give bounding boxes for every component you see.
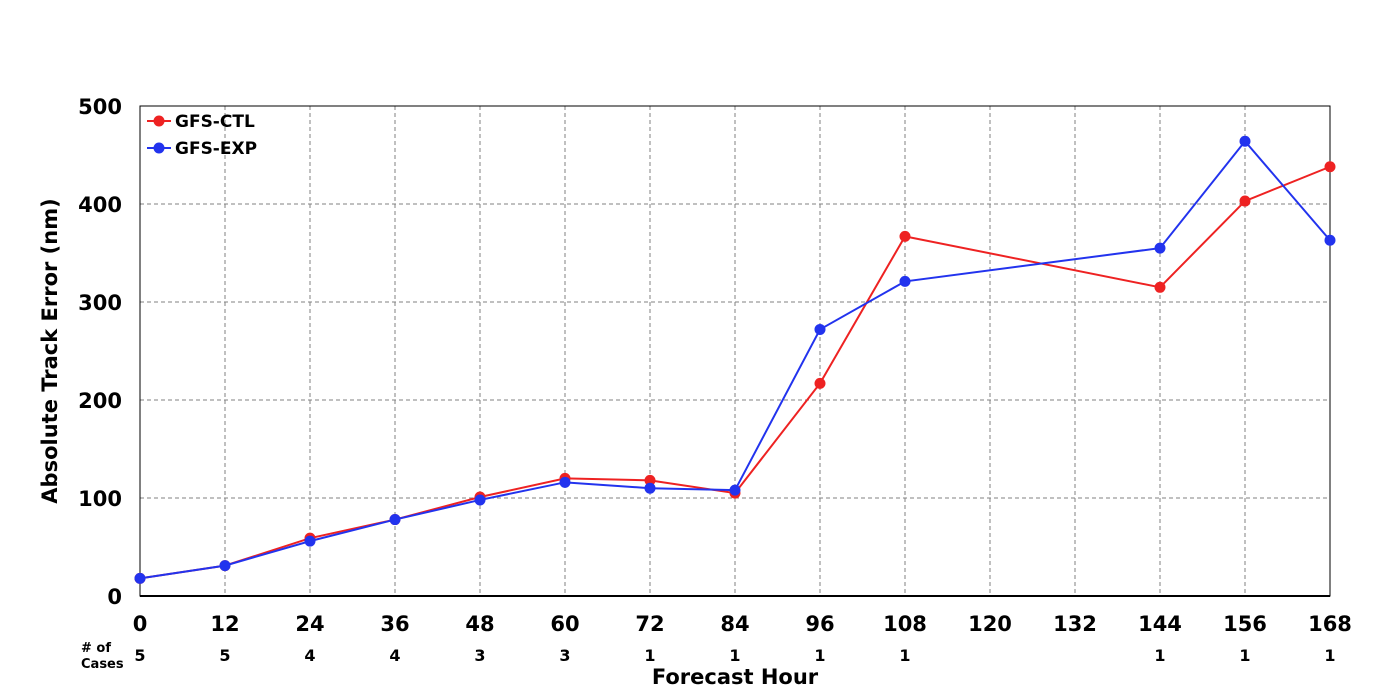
x-tick-label: 132 — [1053, 612, 1097, 636]
series-point — [389, 514, 401, 526]
x-tick-label: 36 — [380, 612, 409, 636]
x-tick-label: 108 — [883, 612, 927, 636]
x-tick-label: 144 — [1138, 612, 1182, 636]
case-count-label: 3 — [474, 646, 485, 665]
series-layer — [134, 135, 1336, 584]
series-point — [304, 535, 316, 547]
case-count-label: 4 — [304, 646, 315, 665]
legend-item: GFS-EXP — [147, 139, 257, 159]
cases-header-line1: # of — [81, 641, 111, 656]
x-tick-label: 72 — [635, 612, 664, 636]
tick-layer: 0 12 24 36 48 60 72 84 96 108 120 132 144 156 168 0 100 2… — [78, 95, 1352, 636]
series-point — [899, 275, 911, 287]
x-tick-label: 24 — [295, 612, 324, 636]
series-point — [729, 484, 741, 496]
series-point — [1154, 242, 1166, 254]
series-point — [1324, 161, 1336, 173]
series-point — [134, 572, 146, 584]
case-count-label: 1 — [644, 646, 655, 665]
series-point — [1239, 135, 1251, 147]
series-point — [644, 474, 656, 486]
series-gfs-exp — [134, 135, 1336, 584]
grid-layer — [140, 106, 1330, 596]
series-point — [1239, 195, 1251, 207]
case-count-label: 1 — [814, 646, 825, 665]
x-tick-label: 156 — [1223, 612, 1267, 636]
case-count-label: 5 — [134, 646, 145, 665]
series-point — [219, 560, 231, 572]
legend-swatch-marker — [153, 115, 165, 127]
series-point — [814, 323, 826, 335]
x-tick-label: 60 — [550, 612, 579, 636]
x-tick-label: 120 — [968, 612, 1012, 636]
case-count-label: 5 — [219, 646, 230, 665]
legend-swatch-marker — [153, 142, 165, 154]
series-point — [559, 476, 571, 488]
y-tick-label: 100 — [78, 487, 122, 511]
y-tick-label: 300 — [78, 291, 122, 315]
x-axis-title: Forecast Hour — [652, 665, 819, 689]
case-count-label: 4 — [389, 646, 400, 665]
y-axis-title: Absolute Track Error (nm) — [38, 198, 62, 503]
x-tick-label: 168 — [1308, 612, 1352, 636]
cases-header-line2: Cases — [81, 657, 124, 672]
y-tick-label: 0 — [107, 585, 122, 609]
y-tick-label: 500 — [78, 95, 122, 119]
x-tick-label: 96 — [805, 612, 834, 636]
y-tick-label: 200 — [78, 389, 122, 413]
legend-item: GFS-CTL — [147, 112, 255, 132]
cases-layer: # of Cases 5 5 4 4 3 3 1 1 1 1 1 1 1 — [81, 641, 1336, 672]
x-tick-label: 84 — [720, 612, 749, 636]
case-count-label: 1 — [899, 646, 910, 665]
case-count-label: 1 — [729, 646, 740, 665]
x-tick-label: 12 — [210, 612, 239, 636]
series-point — [1154, 281, 1166, 293]
x-tick-label: 0 — [133, 612, 148, 636]
case-count-label: 1 — [1239, 646, 1250, 665]
series-point — [814, 377, 826, 389]
case-count-label: 1 — [1154, 646, 1165, 665]
legend: GFS-CTL GFS-EXP — [147, 112, 257, 159]
case-count-label: 1 — [1324, 646, 1335, 665]
series-point — [899, 230, 911, 242]
series-point — [474, 494, 486, 506]
x-tick-label: 48 — [465, 612, 494, 636]
series-point — [644, 482, 656, 494]
series-point — [1324, 234, 1336, 246]
y-tick-label: 400 — [78, 193, 122, 217]
case-count-label: 3 — [559, 646, 570, 665]
legend-label: GFS-CTL — [175, 112, 255, 132]
legend-label: GFS-EXP — [175, 139, 257, 159]
